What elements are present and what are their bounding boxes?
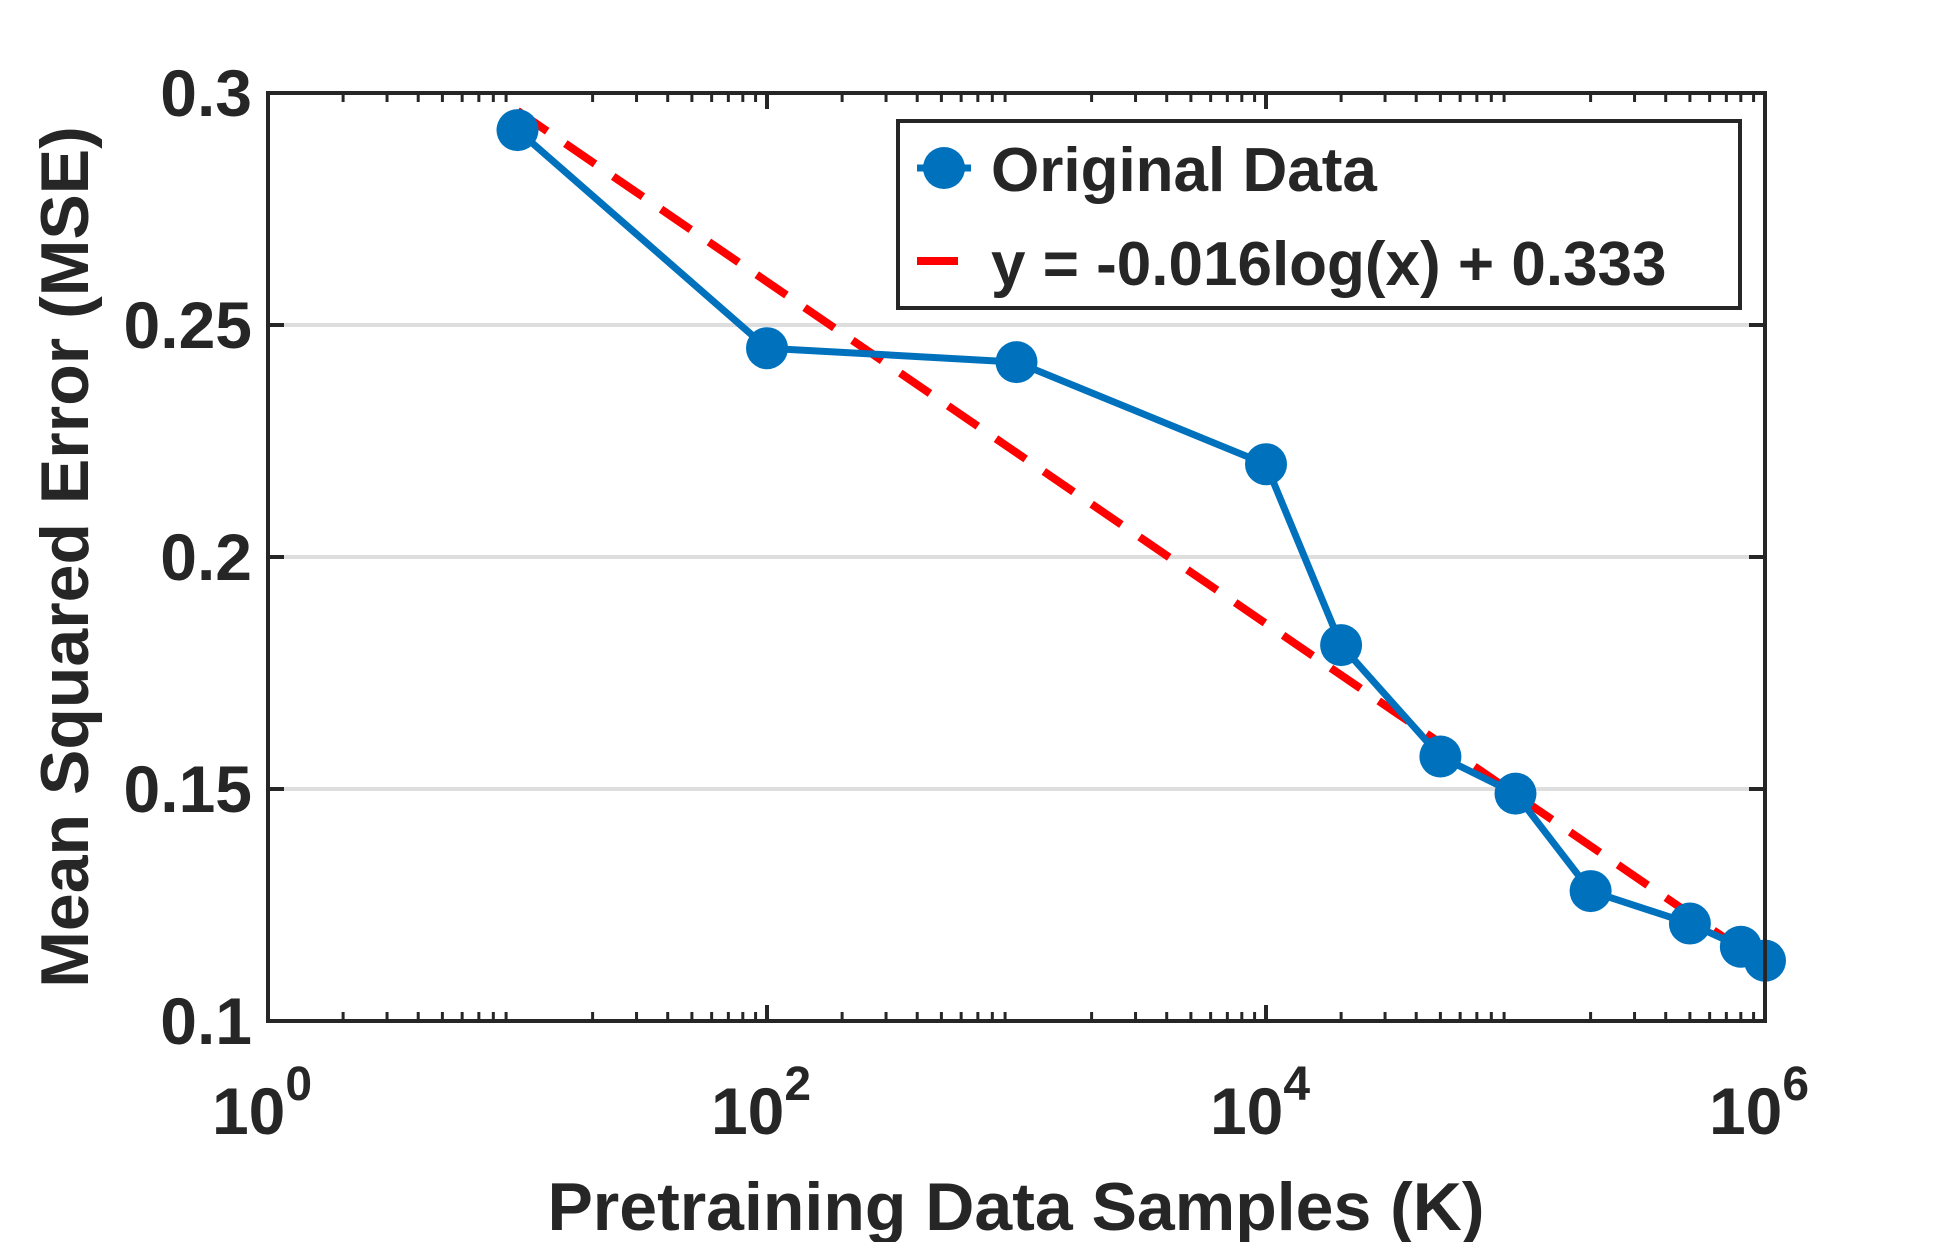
data-point [1668, 902, 1711, 945]
y-tick-label: 0.2 [160, 520, 252, 594]
x-tick-label-base: 10 [1709, 1074, 1782, 1148]
x-tick-label-base: 10 [212, 1074, 285, 1148]
data-point [1494, 772, 1537, 815]
data-point [995, 341, 1038, 384]
y-tick-label: 0.3 [160, 56, 252, 130]
y-axis-label: Mean Squared Error (MSE) [27, 126, 103, 988]
legend-box [896, 119, 1742, 310]
legend-marker-original-data [923, 147, 965, 189]
x-tick-label: 106 [1709, 1058, 1809, 1148]
x-tick-label-exponent: 2 [784, 1058, 811, 1111]
x-tick-label: 104 [1210, 1058, 1310, 1148]
legend-label-fit: y = -0.016log(x) + 0.333 [991, 230, 1667, 299]
x-tick-label-exponent: 6 [1782, 1058, 1809, 1111]
x-tick-label-exponent: 0 [285, 1058, 312, 1111]
data-point [1569, 870, 1612, 913]
data-point [746, 327, 788, 370]
x-axis-label: Pretraining Data Samples (K) [547, 1169, 1484, 1242]
legend: Original Data y = -0.016log(x) + 0.333 [896, 119, 1742, 310]
x-tick-label-base: 10 [1210, 1074, 1283, 1148]
x-tick-label-exponent: 4 [1283, 1058, 1310, 1111]
legend-label-original-data: Original Data [991, 136, 1377, 205]
x-tick-label: 102 [711, 1058, 811, 1148]
data-point [1245, 443, 1287, 486]
data-point [1419, 735, 1462, 778]
y-tick-label: 0.15 [124, 752, 252, 826]
x-tick-label: 100 [212, 1058, 312, 1148]
x-tick-label-base: 10 [711, 1074, 784, 1148]
y-tick-label: 0.25 [124, 288, 252, 362]
fit-line [515, 107, 1768, 969]
data-point [1320, 624, 1363, 667]
data-point [496, 109, 539, 152]
y-tick-label: 0.1 [160, 984, 252, 1058]
